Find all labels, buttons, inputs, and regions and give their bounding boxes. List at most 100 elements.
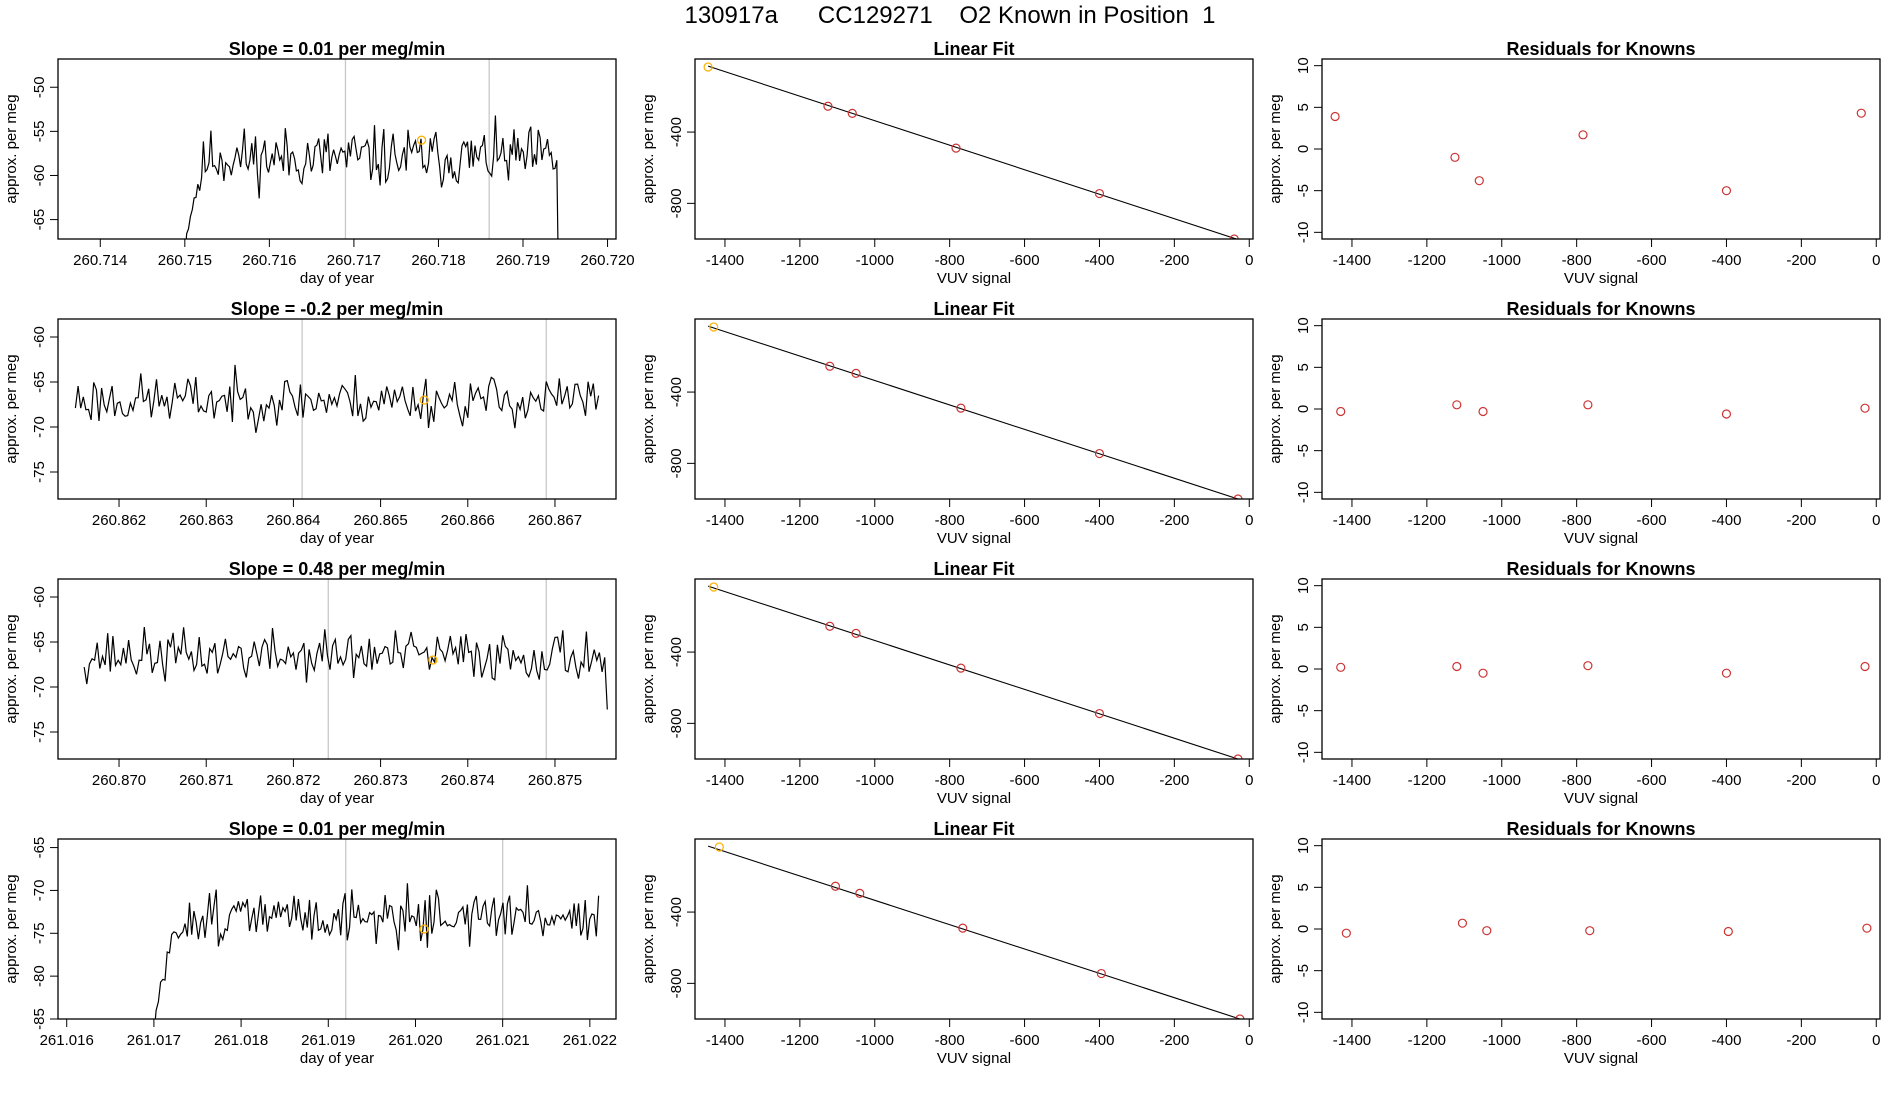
data-point bbox=[1723, 926, 1733, 937]
data-point bbox=[825, 361, 835, 371]
panel-3-2: Linear Fit -1400 -1200 -1000 -800 -600 -400 -20… bbox=[640, 559, 1254, 807]
y-tick-label: -400 bbox=[668, 377, 685, 407]
plot-area bbox=[83, 579, 608, 759]
x-tick-label: -1000 bbox=[856, 772, 894, 789]
x-tick-label: 260.866 bbox=[441, 512, 495, 529]
x-axis-label: day of year bbox=[300, 790, 374, 807]
plot-frame bbox=[57, 318, 617, 500]
x-tick-label: 260.862 bbox=[92, 512, 146, 529]
data-point bbox=[709, 582, 719, 592]
x-tick-label: -200 bbox=[1786, 1032, 1816, 1049]
x-tick-label: -1400 bbox=[1333, 512, 1371, 529]
data-point bbox=[851, 628, 861, 638]
plot-area bbox=[185, 59, 559, 239]
x-tick-label: -1200 bbox=[1408, 1032, 1446, 1049]
x-axis-label: VUV signal bbox=[937, 790, 1011, 807]
x-tick-label: -800 bbox=[935, 512, 965, 529]
plot-frame bbox=[57, 838, 617, 1020]
x-tick-label: -800 bbox=[1562, 772, 1592, 789]
x-tick-label: 0 bbox=[1872, 252, 1880, 269]
plot-frame bbox=[694, 58, 1254, 240]
data-point bbox=[951, 143, 961, 153]
plot-frame bbox=[1321, 578, 1881, 760]
x-tick-label: 261.016 bbox=[40, 1032, 94, 1049]
panel-2-2: Linear Fit -1400 -1200 -1000 -800 -600 -400 -20… bbox=[640, 299, 1254, 547]
panel-2-1: Slope = -0.2 per meg/min 260.862 260.863 26… bbox=[3, 299, 617, 547]
panel-1-2: Linear Fit -1400 -1200 -1000 -800 -600 -400 -20… bbox=[640, 39, 1254, 287]
data-point bbox=[1721, 409, 1732, 419]
x-tick-label: -1200 bbox=[781, 772, 819, 789]
x-tick-label: 260.717 bbox=[327, 252, 381, 269]
data-point bbox=[847, 108, 857, 118]
x-tick-label: 0 bbox=[1872, 512, 1880, 529]
plot-area bbox=[707, 842, 1245, 1019]
data-point bbox=[1856, 108, 1866, 118]
x-tick-label: -1000 bbox=[1483, 252, 1521, 269]
y-tick-label: -60 bbox=[31, 326, 48, 348]
data-point bbox=[823, 101, 833, 111]
panel-title: Linear Fit bbox=[933, 299, 1014, 319]
y-tick-label: -75 bbox=[31, 922, 48, 944]
x-tick-label: 0 bbox=[1245, 1032, 1253, 1049]
panel-title: Residuals for Knowns bbox=[1506, 39, 1695, 59]
x-tick-label: 260.870 bbox=[92, 772, 146, 789]
y-axis-label: approx. per meg bbox=[3, 874, 20, 983]
x-tick-label: 260.716 bbox=[242, 252, 296, 269]
data-point bbox=[855, 888, 865, 898]
y-tick-label: 5 bbox=[1295, 623, 1312, 631]
plot-frame bbox=[57, 58, 617, 240]
x-tick-label: -600 bbox=[1010, 1032, 1040, 1049]
x-tick-label: -600 bbox=[1010, 512, 1040, 529]
panel-title: Residuals for Knowns bbox=[1506, 299, 1695, 319]
data-point bbox=[1096, 968, 1106, 979]
x-tick-label: -400 bbox=[1084, 772, 1114, 789]
highlight-point bbox=[419, 924, 429, 934]
y-tick-label: -65 bbox=[31, 837, 48, 859]
y-tick-label: -65 bbox=[31, 371, 48, 393]
x-tick-label: -1200 bbox=[1408, 772, 1446, 789]
panel-title: Residuals for Knowns bbox=[1506, 819, 1695, 839]
x-tick-label: -200 bbox=[1786, 252, 1816, 269]
x-tick-label: -600 bbox=[1637, 772, 1667, 789]
data-point bbox=[1583, 400, 1593, 410]
data-point bbox=[1862, 923, 1872, 933]
series-line bbox=[154, 883, 600, 1019]
fit-line bbox=[707, 585, 1239, 759]
y-axis-label: approx. per meg bbox=[640, 614, 657, 723]
data-point bbox=[1721, 668, 1732, 678]
panel-4-2: Linear Fit -1400 -1200 -1000 -800 -600 -400 -20… bbox=[640, 819, 1254, 1067]
x-tick-label: 260.863 bbox=[179, 512, 233, 529]
data-point bbox=[1094, 188, 1105, 199]
y-tick-label: 0 bbox=[1295, 405, 1312, 413]
x-tick-label: -600 bbox=[1637, 1032, 1667, 1049]
x-tick-label: -1200 bbox=[781, 252, 819, 269]
x-tick-label: -200 bbox=[1786, 772, 1816, 789]
data-point bbox=[830, 881, 841, 891]
data-point bbox=[1341, 928, 1351, 938]
x-tick-label: -600 bbox=[1637, 252, 1667, 269]
y-tick-label: -70 bbox=[31, 880, 48, 902]
panel-1-1: Slope = 0.01 per meg/min 260.714 260.715 26… bbox=[3, 39, 635, 287]
plot-area bbox=[707, 582, 1243, 759]
panel-title: Slope = 0.48 per meg/min bbox=[229, 559, 446, 579]
x-tick-label: -400 bbox=[1711, 252, 1741, 269]
x-axis-label: VUV signal bbox=[1564, 270, 1638, 287]
data-point bbox=[1233, 494, 1243, 499]
plot-area bbox=[707, 322, 1243, 499]
y-tick-label: -75 bbox=[31, 721, 48, 743]
y-tick-label: -70 bbox=[31, 676, 48, 698]
data-point bbox=[1474, 176, 1484, 186]
panel-title: Linear Fit bbox=[933, 819, 1014, 839]
x-tick-label: 260.865 bbox=[353, 512, 407, 529]
plot-frame bbox=[1321, 58, 1881, 240]
y-tick-label: -80 bbox=[31, 965, 48, 987]
y-axis-label: approx. per meg bbox=[3, 354, 20, 463]
x-tick-label: 260.864 bbox=[266, 512, 320, 529]
x-tick-label: -1000 bbox=[1483, 1032, 1521, 1049]
x-tick-label: 261.017 bbox=[127, 1032, 181, 1049]
data-point bbox=[1457, 918, 1468, 928]
x-tick-label: 260.718 bbox=[411, 252, 465, 269]
series-line bbox=[83, 626, 608, 710]
y-tick-label: -800 bbox=[668, 448, 685, 478]
y-tick-label: -800 bbox=[668, 968, 685, 998]
